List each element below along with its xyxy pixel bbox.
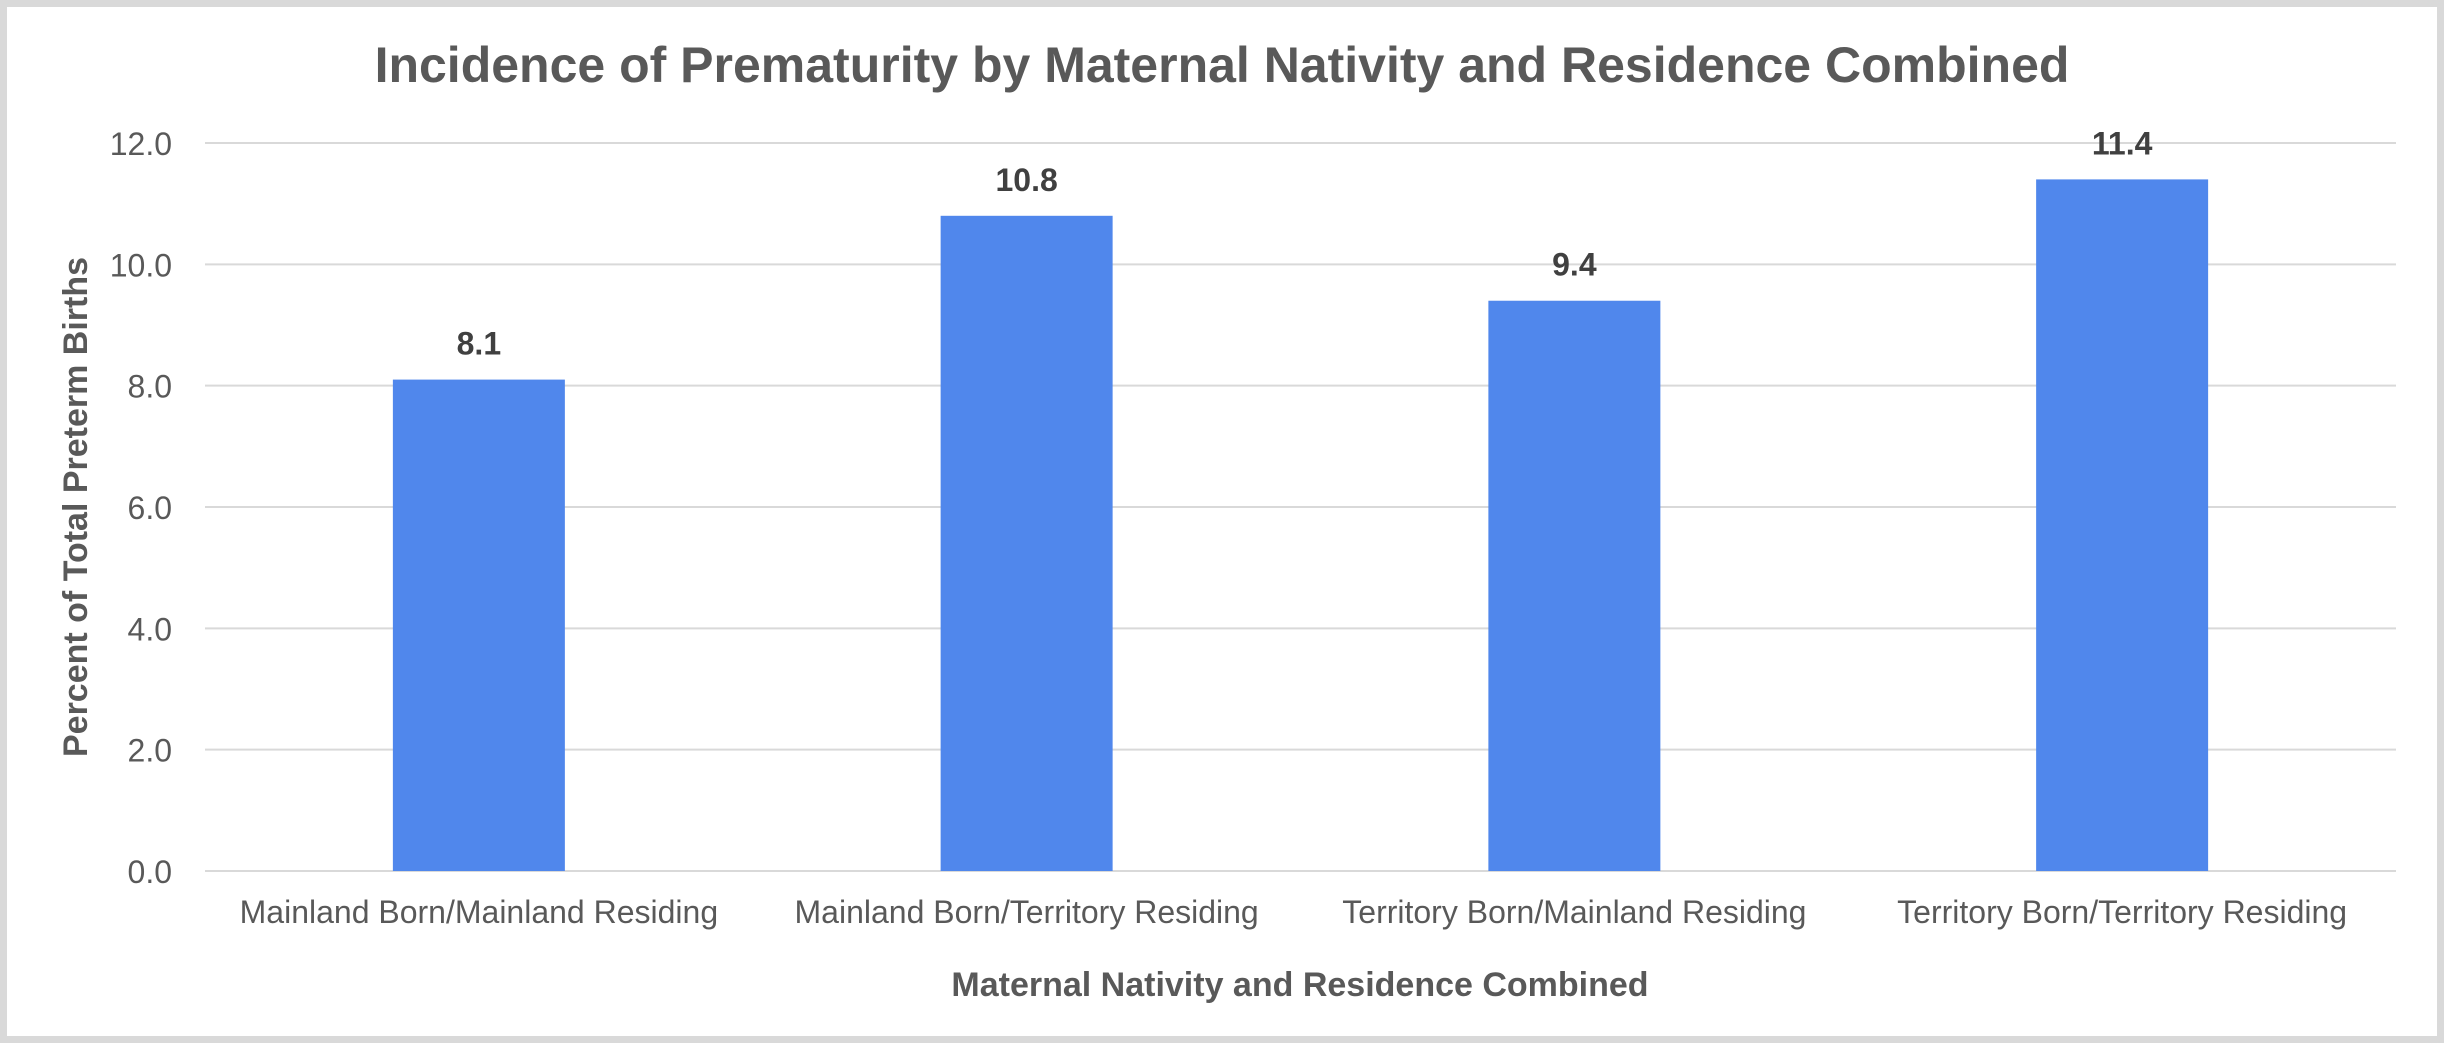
data-label: 8.1 [457, 326, 501, 362]
y-axis-title: Percent of Total Preterm Births [57, 257, 95, 757]
x-tick-label: Territory Born/Mainland Residing [1342, 894, 1806, 930]
x-tick-label: Territory Born/Territory Residing [1897, 894, 2347, 930]
gridlines [205, 142, 2396, 872]
bar [2036, 179, 2209, 871]
bar [1488, 300, 1661, 871]
y-tick-label: 4.0 [128, 611, 172, 647]
chart-title: Incidence of Prematurity by Maternal Nat… [375, 37, 2070, 93]
bars [392, 179, 2209, 872]
bar [940, 215, 1113, 872]
x-axis-title: Maternal Nativity and Residence Combined [951, 966, 1648, 1004]
data-label: 10.8 [995, 162, 1057, 198]
bar [392, 379, 565, 871]
x-axis-ticks: Mainland Born/Mainland Residing Mainland … [240, 894, 2347, 930]
x-tick-label: Mainland Born/Territory Residing [795, 894, 1259, 930]
data-label: 11.4 [2092, 125, 2153, 161]
x-tick-label: Mainland Born/Mainland Residing [240, 894, 719, 930]
y-tick-label: 0.0 [128, 854, 172, 890]
y-axis-ticks: 0.0 2.0 4.0 6.0 8.0 10.0 12.0 [110, 126, 172, 890]
y-tick-label: 6.0 [128, 490, 172, 526]
y-tick-label: 12.0 [110, 126, 172, 162]
data-labels: 8.1 10.8 9.4 11.4 [457, 125, 2153, 361]
y-tick-label: 8.0 [128, 369, 172, 405]
y-tick-label: 2.0 [128, 733, 172, 769]
data-label: 9.4 [1552, 247, 1597, 283]
y-tick-label: 10.0 [110, 247, 172, 283]
